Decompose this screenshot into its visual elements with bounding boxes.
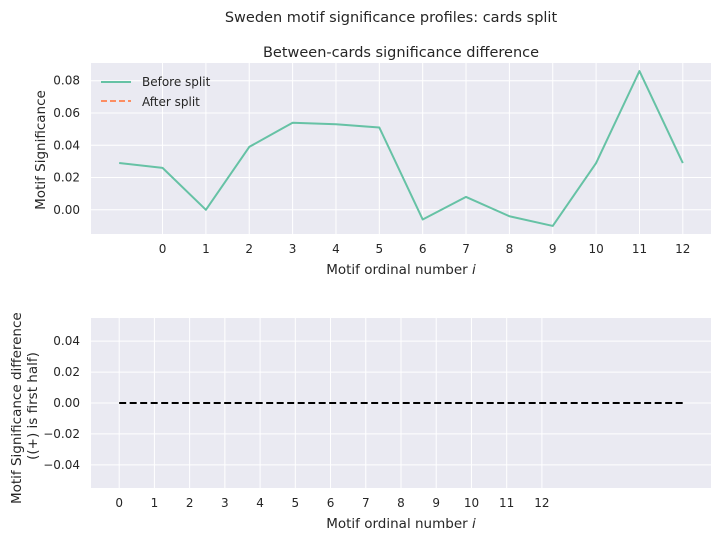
bottom-grid bbox=[91, 318, 711, 488]
top-x-tick-label: 10 bbox=[588, 242, 603, 256]
bottom-y-tick-label: −0.04 bbox=[43, 458, 80, 472]
bottom-x-tick-label: 4 bbox=[256, 496, 264, 510]
bottom-x-tick-label: 2 bbox=[186, 496, 194, 510]
top-x-tick-label: 12 bbox=[675, 242, 690, 256]
top-x-tick-label: 3 bbox=[289, 242, 297, 256]
top-chart-panel: 0 1 2 3 4 5 6 7 8 9 10 11 12 0.000.020.040.060.08 Be… bbox=[33, 45, 711, 278]
top-x-tick-label: 9 bbox=[549, 242, 557, 256]
top-x-tick-label: 7 bbox=[462, 242, 470, 256]
top-x-tick-label: 1 bbox=[202, 242, 210, 256]
bottom-y-axis-label-line1: Motif Significance difference bbox=[9, 312, 25, 504]
bottom-chart-panel: 0 1 2 3 4 5 6 7 8 9 10 11 12 0.040.020.00−0.02−0.04 … bbox=[9, 308, 711, 532]
top-chart-title: Between-cards significance difference bbox=[263, 45, 539, 61]
top-grid bbox=[91, 63, 711, 234]
top-x-tick-label: 2 bbox=[245, 242, 253, 256]
bottom-x-tick-label: 1 bbox=[151, 496, 159, 510]
bottom-y-axis-label: Motif Significance difference ((+) is fi… bbox=[9, 308, 41, 504]
top-y-tick-labels: 0.00 0.02 0.04 0.06 0.08 bbox=[53, 74, 80, 217]
top-plot-area bbox=[91, 63, 711, 234]
top-x-tick-label: 4 bbox=[332, 242, 340, 256]
top-series-line-0 bbox=[119, 70, 684, 227]
bottom-y-tick-label: 0.02 bbox=[53, 365, 80, 379]
bottom-x-tick-label: 9 bbox=[432, 496, 440, 510]
top-y-tick-label: 0.04 bbox=[53, 138, 80, 152]
bottom-y-tick-label: 0.00 bbox=[53, 396, 80, 410]
legend-label-before: Before split bbox=[142, 75, 211, 89]
figure-suptitle: Sweden motif significance profiles: card… bbox=[225, 10, 558, 26]
top-x-tick-label: 11 bbox=[632, 242, 647, 256]
bottom-y-axis-label-line2: ((+) is first half) bbox=[25, 352, 41, 460]
top-x-tick-labels: 0 1 2 3 4 5 6 7 8 9 10 11 12 bbox=[159, 242, 691, 256]
bottom-x-tick-labels: 0 1 2 3 4 5 6 7 8 9 10 11 12 bbox=[115, 496, 549, 510]
bottom-x-tick-label: 12 bbox=[534, 496, 549, 510]
top-y-tick-label: 0.06 bbox=[53, 106, 80, 120]
bottom-y-tick-label: 0.04 bbox=[53, 334, 80, 348]
bottom-x-tick-label: 5 bbox=[291, 496, 299, 510]
bottom-x-tick-label: 7 bbox=[362, 496, 370, 510]
legend: Before split After split bbox=[101, 75, 211, 109]
top-x-tick-label: 8 bbox=[506, 242, 514, 256]
top-y-tick-label: 0.00 bbox=[53, 203, 80, 217]
bottom-x-axis-label: Motif ordinal number i bbox=[326, 516, 476, 532]
bottom-y-tick-labels: 0.04 0.02 0.00 −0.02 −0.04 bbox=[43, 334, 80, 472]
top-x-axis-label: Motif ordinal number i bbox=[326, 262, 476, 278]
bottom-x-tick-label: 11 bbox=[499, 496, 514, 510]
bottom-x-tick-label: 10 bbox=[464, 496, 479, 510]
top-x-tick-label: 6 bbox=[419, 242, 427, 256]
bottom-y-tick-label: −0.02 bbox=[43, 427, 80, 441]
top-series bbox=[119, 70, 684, 227]
bottom-x-tick-label: 8 bbox=[397, 496, 405, 510]
bottom-x-tick-label: 6 bbox=[327, 496, 335, 510]
bottom-x-tick-label: 0 bbox=[115, 496, 123, 510]
legend-label-after: After split bbox=[142, 95, 200, 109]
top-y-tick-label: 0.02 bbox=[53, 171, 80, 185]
top-x-tick-label: 5 bbox=[376, 242, 384, 256]
bottom-x-tick-label: 3 bbox=[221, 496, 229, 510]
top-x-tick-label: 0 bbox=[159, 242, 167, 256]
top-y-axis-label: Motif Significance bbox=[33, 90, 49, 210]
top-y-tick-label: 0.08 bbox=[53, 74, 80, 88]
